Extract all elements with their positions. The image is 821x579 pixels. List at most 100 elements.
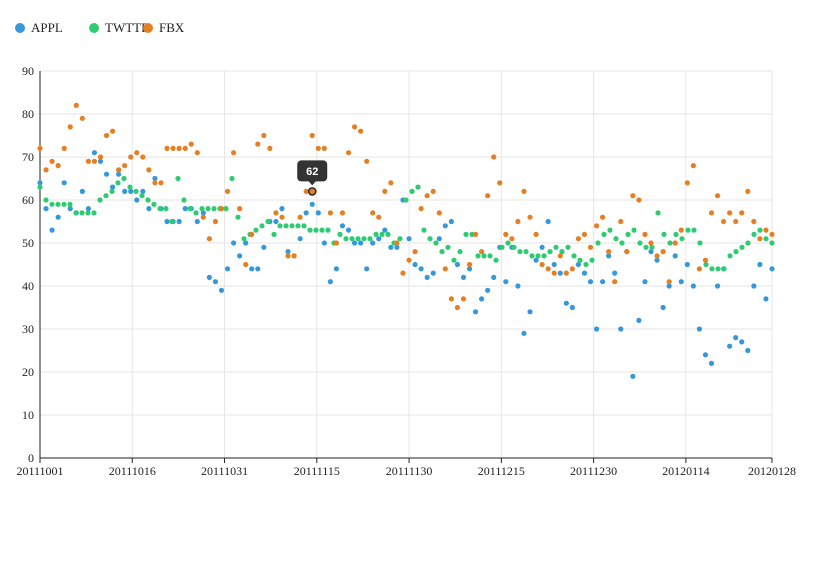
data-point[interactable] — [727, 253, 733, 259]
data-point[interactable] — [527, 214, 533, 220]
data-point[interactable] — [445, 244, 451, 250]
data-point[interactable] — [133, 188, 139, 194]
data-point[interactable] — [339, 210, 346, 216]
data-point[interactable] — [418, 206, 424, 212]
data-point[interactable] — [218, 206, 225, 212]
data-point[interactable] — [424, 193, 430, 199]
data-point[interactable] — [655, 210, 661, 216]
data-point[interactable] — [553, 244, 559, 250]
data-point[interactable] — [491, 154, 497, 160]
data-point[interactable] — [237, 253, 243, 259]
data-point[interactable] — [49, 227, 55, 233]
data-point[interactable] — [164, 218, 170, 225]
data-point[interactable] — [367, 236, 373, 242]
data-point[interactable] — [400, 270, 406, 276]
data-point[interactable] — [460, 296, 467, 302]
data-point[interactable] — [364, 158, 370, 164]
data-point[interactable] — [43, 206, 49, 212]
data-point[interactable] — [625, 231, 631, 237]
data-point[interactable] — [55, 163, 61, 169]
data-point[interactable] — [297, 214, 303, 220]
data-point[interactable] — [569, 304, 575, 311]
data-point[interactable] — [116, 171, 122, 177]
data-point[interactable] — [487, 253, 493, 259]
data-point[interactable] — [660, 249, 666, 255]
data-point[interactable] — [733, 335, 739, 341]
data-point[interactable] — [551, 270, 557, 276]
data-point[interactable] — [109, 188, 115, 194]
data-point[interactable] — [448, 218, 454, 225]
data-point[interactable] — [618, 218, 624, 225]
data-point[interactable] — [176, 218, 182, 225]
data-point[interactable] — [442, 266, 448, 272]
data-point[interactable] — [309, 201, 315, 207]
data-point[interactable] — [637, 240, 643, 246]
data-point[interactable] — [79, 210, 85, 216]
data-point[interactable] — [708, 210, 715, 216]
data-point[interactable] — [327, 279, 333, 285]
data-point[interactable] — [55, 214, 61, 220]
data-point[interactable] — [164, 145, 170, 151]
data-point[interactable] — [612, 279, 618, 285]
data-point[interactable] — [587, 279, 594, 285]
data-point[interactable] — [349, 236, 355, 242]
data-point[interactable] — [479, 249, 485, 255]
data-point[interactable] — [229, 175, 235, 182]
data-point[interactable] — [259, 223, 265, 229]
data-point[interactable] — [600, 279, 606, 285]
data-point[interactable] — [427, 236, 433, 242]
data-point[interactable] — [122, 163, 128, 169]
data-point[interactable] — [249, 231, 255, 237]
data-point[interactable] — [307, 227, 313, 233]
data-point[interactable] — [654, 253, 660, 259]
data-point[interactable] — [505, 240, 511, 246]
data-point[interactable] — [128, 188, 134, 194]
data-point[interactable] — [661, 231, 667, 237]
data-point[interactable] — [394, 244, 400, 250]
data-point[interactable] — [649, 244, 655, 250]
data-point[interactable] — [313, 227, 319, 233]
data-point[interactable] — [667, 240, 673, 246]
data-point[interactable] — [187, 206, 193, 212]
data-point[interactable] — [295, 223, 301, 229]
legend-item-twttr[interactable]: TWTTR — [89, 20, 150, 35]
data-point[interactable] — [515, 218, 521, 225]
data-point[interactable] — [757, 261, 763, 268]
data-point[interactable] — [116, 167, 122, 173]
data-point[interactable] — [563, 270, 569, 276]
data-point[interactable] — [315, 145, 321, 151]
data-point[interactable] — [415, 184, 421, 190]
data-point[interactable] — [91, 158, 98, 164]
data-point[interactable] — [145, 197, 151, 203]
data-point[interactable] — [678, 279, 684, 285]
data-point[interactable] — [97, 154, 104, 160]
data-point[interactable] — [454, 304, 461, 311]
data-point[interactable] — [565, 244, 571, 250]
data-point[interactable] — [194, 218, 200, 225]
data-point[interactable] — [158, 180, 164, 186]
data-point[interactable] — [255, 141, 261, 147]
data-point[interactable] — [430, 188, 436, 194]
data-point[interactable] — [451, 257, 457, 263]
data-point[interactable] — [309, 132, 315, 139]
data-point[interactable] — [267, 145, 273, 151]
data-point[interactable] — [569, 266, 575, 272]
data-point[interactable] — [85, 206, 91, 212]
data-point[interactable] — [37, 180, 43, 186]
data-point[interactable] — [430, 270, 436, 276]
data-point[interactable] — [672, 253, 678, 259]
data-point[interactable] — [563, 300, 569, 306]
data-point[interactable] — [636, 197, 642, 203]
data-point[interactable] — [127, 184, 133, 190]
data-point[interactable] — [739, 210, 745, 216]
data-point[interactable] — [325, 227, 331, 233]
data-point[interactable] — [703, 261, 709, 268]
data-point[interactable] — [745, 240, 751, 246]
data-point[interactable] — [472, 231, 479, 237]
data-point[interactable] — [182, 145, 188, 151]
data-point[interactable] — [97, 197, 103, 203]
data-point[interactable] — [557, 253, 563, 259]
data-point[interactable] — [361, 236, 367, 242]
data-point[interactable] — [157, 206, 163, 212]
data-point[interactable] — [134, 197, 140, 203]
